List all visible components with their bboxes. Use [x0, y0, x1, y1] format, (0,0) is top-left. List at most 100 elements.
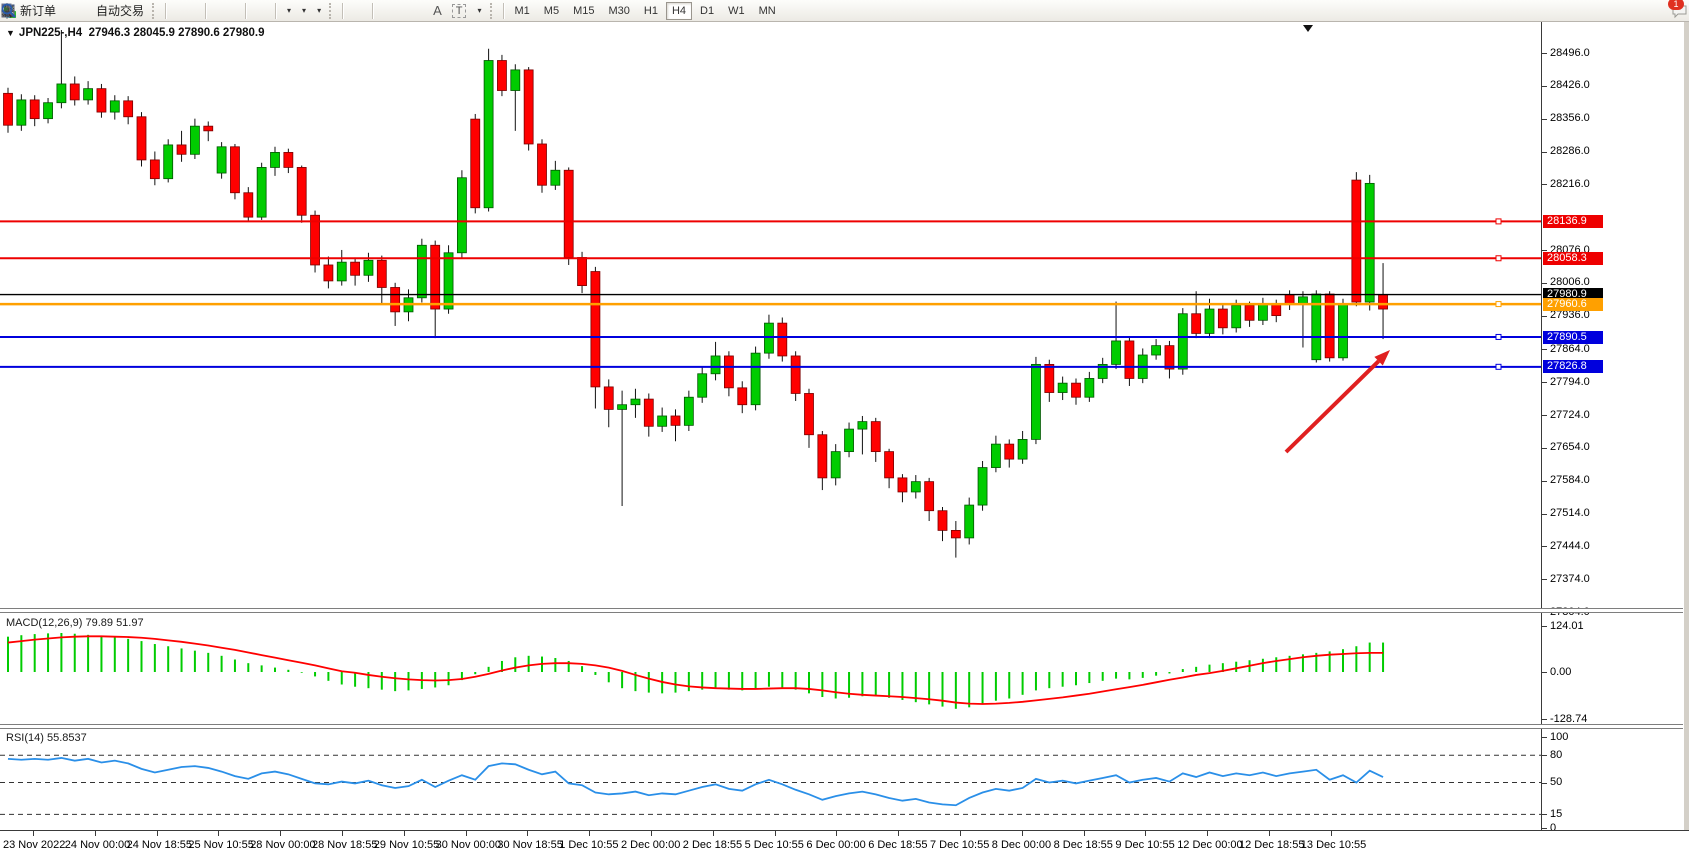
candle[interactable]: [1351, 172, 1362, 307]
candle[interactable]: [937, 506, 948, 542]
candle[interactable]: [1298, 291, 1308, 348]
timeframe-mn[interactable]: MN: [753, 2, 782, 20]
candle[interactable]: [750, 346, 761, 411]
candle[interactable]: [1324, 291, 1335, 362]
candle[interactable]: [1097, 357, 1108, 384]
candle[interactable]: [910, 475, 921, 499]
candle[interactable]: [1378, 263, 1388, 340]
candle[interactable]: [336, 249, 347, 286]
candle[interactable]: [683, 390, 694, 431]
candle[interactable]: [29, 95, 40, 127]
candle[interactable]: [1191, 291, 1202, 339]
trendline-button[interactable]: [2, 1, 408, 21]
candle[interactable]: [109, 95, 120, 120]
candle[interactable]: [203, 121, 214, 142]
periods-button[interactable]: ▾: [1, 1, 311, 21]
timeframe-m30[interactable]: M30: [602, 2, 635, 20]
candle[interactable]: [1364, 174, 1375, 311]
candle[interactable]: [83, 81, 93, 105]
candle[interactable]: [550, 160, 561, 190]
candle[interactable]: [1217, 303, 1228, 335]
timeframe-m5[interactable]: M5: [538, 2, 565, 20]
candle[interactable]: [96, 83, 107, 118]
candle[interactable]: [510, 64, 521, 131]
candle[interactable]: [804, 388, 814, 448]
candle[interactable]: [136, 112, 147, 167]
chart-shift-button[interactable]: [1, 1, 271, 21]
bar-chart-button[interactable]: [1, 1, 181, 21]
candle[interactable]: [670, 409, 681, 442]
crosshair-button[interactable]: [2, 1, 368, 21]
candle[interactable]: [123, 96, 134, 125]
candle[interactable]: [870, 417, 881, 462]
candle[interactable]: [230, 143, 240, 200]
candle[interactable]: [950, 521, 961, 558]
horizontal-line-button[interactable]: [2, 1, 398, 21]
main-price-pane[interactable]: [0, 22, 1541, 608]
text-button[interactable]: A: [428, 1, 447, 21]
candle[interactable]: [697, 367, 708, 403]
candle[interactable]: [523, 67, 534, 151]
new-chart-button[interactable]: ▾: [1, 1, 296, 21]
candle[interactable]: [857, 415, 868, 455]
candle[interactable]: [724, 351, 734, 397]
zoom-out-button[interactable]: [2, 1, 231, 21]
candle[interactable]: [964, 497, 975, 545]
candle[interactable]: [643, 393, 654, 437]
price-axis[interactable]: 28496.0 28426.0 28356.0 28286.0 28216.0 28076…: [1541, 22, 1684, 859]
timeframe-m1[interactable]: M1: [509, 2, 536, 20]
candle[interactable]: [1151, 339, 1161, 360]
trend-arrow-annotation[interactable]: [1284, 350, 1390, 454]
candle[interactable]: [884, 448, 894, 489]
timeframe-d1[interactable]: D1: [694, 2, 720, 20]
candle[interactable]: [470, 113, 481, 214]
candle[interactable]: [1311, 290, 1322, 363]
time-axis[interactable]: 23 Nov 2022 24 Nov 00:00 24 Nov 18:55 25 No…: [0, 830, 1689, 859]
pane-separator[interactable]: [0, 608, 1683, 613]
tile-windows-button[interactable]: [1, 1, 241, 21]
candle[interactable]: [790, 351, 801, 401]
candle[interactable]: [483, 48, 494, 212]
timeframe-m15[interactable]: M15: [567, 2, 600, 20]
candle[interactable]: [830, 444, 841, 486]
candle[interactable]: [617, 390, 627, 507]
candle[interactable]: [363, 252, 374, 282]
templates-button[interactable]: ▾: [1, 1, 326, 21]
candle[interactable]: [537, 139, 547, 193]
candle[interactable]: [43, 98, 53, 124]
broadcast-button[interactable]: [2, 1, 91, 21]
candle[interactable]: [991, 435, 1001, 473]
line-handle[interactable]: [1495, 301, 1502, 308]
candlestick-chart-button[interactable]: [1, 1, 191, 21]
candle[interactable]: [163, 139, 174, 183]
candle[interactable]: [376, 255, 387, 304]
line-chart-button[interactable]: [1, 1, 201, 21]
zoom-in-button[interactable]: [2, 1, 221, 21]
autotrading-button[interactable]: 自动交易: [1, 1, 149, 21]
toolbar-grip[interactable]: [489, 2, 496, 19]
candle[interactable]: [296, 165, 307, 223]
candle[interactable]: [1084, 371, 1095, 402]
candle[interactable]: [216, 142, 227, 179]
candle[interactable]: [1244, 301, 1255, 327]
candle[interactable]: [710, 341, 721, 381]
profiles-button[interactable]: [2, 1, 81, 21]
fibonacci-button[interactable]: F: [2, 1, 428, 21]
timeframe-w1[interactable]: W1: [722, 2, 751, 20]
candle[interactable]: [737, 381, 748, 414]
candle[interactable]: [1124, 336, 1135, 386]
candle[interactable]: [149, 151, 160, 186]
candle[interactable]: [1338, 298, 1348, 361]
line-handle[interactable]: [1495, 363, 1502, 370]
candle[interactable]: [323, 256, 334, 289]
line-handle[interactable]: [1495, 333, 1502, 340]
timeframe-h1[interactable]: H1: [638, 2, 664, 20]
equidistant-channel-button[interactable]: E: [1, 1, 418, 21]
auto-scroll-button[interactable]: [1, 1, 261, 21]
candle[interactable]: [350, 257, 361, 286]
candle[interactable]: [897, 474, 908, 503]
candle[interactable]: [1071, 378, 1081, 405]
scroll-marker-icon[interactable]: [1303, 25, 1313, 32]
candle[interactable]: [1017, 430, 1028, 464]
candle[interactable]: [430, 240, 441, 339]
